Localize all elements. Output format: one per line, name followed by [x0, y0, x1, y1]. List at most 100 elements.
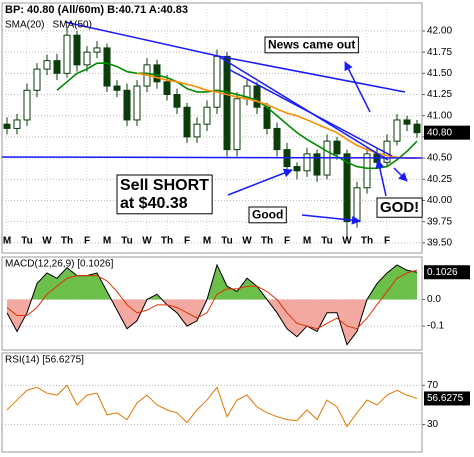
candle-body — [23, 89, 31, 121]
candle-body — [333, 140, 341, 155]
line — [136, 72, 417, 159]
candle-body — [53, 60, 61, 74]
candle-body — [363, 153, 371, 189]
candle-body — [43, 60, 51, 70]
area-negative — [7, 299, 367, 345]
line — [6, 384, 418, 428]
y-tick-label: 41.50 — [427, 68, 452, 79]
panel-title: BP: 40.80 (All/60m) B:40.71 A:40.83 — [5, 4, 188, 16]
last-value-box — [424, 391, 470, 406]
annotation-box — [264, 36, 359, 54]
rsi-panel — [1, 352, 423, 453]
y-tick-label: 39.75 — [427, 216, 452, 227]
legend-entry: SMA(50) — [52, 20, 91, 31]
trend-line — [229, 69, 393, 157]
labels: 39.5039.7540.0040.2540.5040.7541.0041.25… — [3, 4, 470, 430]
candle-body — [203, 106, 211, 125]
last-value-label: 0.1026 — [427, 267, 458, 278]
candle-body — [253, 85, 261, 108]
panel-title: RSI(14) [56.6275] — [5, 355, 84, 366]
candle-body — [273, 127, 281, 151]
candle-body — [413, 123, 421, 134]
x-tick-label: M — [103, 236, 111, 247]
y-tick-label: 41.25 — [427, 89, 452, 100]
candle-body — [123, 89, 131, 121]
y-tick-label: 41.75 — [427, 47, 452, 58]
x-tick-label: F — [184, 236, 190, 247]
arrow — [227, 168, 293, 196]
y-tick-label: 41.00 — [427, 110, 452, 121]
last-value-box — [424, 265, 470, 280]
support-line — [1, 156, 423, 159]
legend-entry: SMA(20) — [5, 20, 44, 31]
x-tick-label: F — [284, 236, 290, 247]
candle-body — [83, 51, 91, 66]
y-tick-label: 40.25 — [427, 174, 452, 185]
last-value-label: 40.80 — [427, 127, 452, 138]
candle-body — [293, 166, 301, 172]
line — [6, 263, 418, 346]
y-tick-label: 70 — [427, 380, 439, 391]
annotation-text: Sell SHORT — [120, 177, 209, 194]
trendlines — [1, 21, 423, 225]
candle-body — [73, 34, 81, 66]
candle-body — [213, 55, 221, 108]
candle-body — [113, 85, 121, 91]
area-positive — [7, 264, 417, 300]
y-tick-label: 30 — [427, 419, 439, 430]
candle-body — [13, 119, 21, 129]
x-tick-label: Th — [61, 236, 73, 247]
annotation-text: Good — [252, 207, 283, 221]
x-tick-label: Th — [261, 236, 273, 247]
x-tick-label: F — [84, 236, 90, 247]
annotation-text: GOD! — [380, 199, 419, 216]
x-tick-label: W — [342, 236, 352, 247]
arrow — [375, 159, 387, 197]
x-tick-label: F — [384, 236, 390, 247]
y-tick-label: 40.00 — [427, 195, 452, 206]
x-tick-label: Tu — [21, 236, 32, 247]
x-tick-label: Tu — [221, 236, 232, 247]
annotation-box — [248, 206, 287, 224]
candle-body — [183, 106, 191, 138]
y-tick-label: -0.1 — [427, 321, 445, 332]
annotation: Good — [248, 206, 287, 224]
x-tick-label: Tu — [321, 236, 332, 247]
y-tick-label: 40.50 — [427, 153, 452, 164]
candle-body — [263, 106, 271, 129]
candle-body — [63, 34, 71, 74]
annotation: News came out — [264, 36, 359, 54]
annotation-box — [116, 174, 213, 215]
candle-body — [223, 55, 231, 151]
last-value-label: 56.6275 — [427, 393, 464, 404]
line — [6, 269, 418, 330]
y-tick-label: 42.00 — [427, 26, 452, 37]
panel-title: MACD(12,26,9) [0.1026] — [5, 259, 114, 270]
candle-body — [133, 85, 141, 121]
candle-body — [173, 94, 181, 108]
candle-body — [393, 119, 401, 142]
x-tick-label: W — [142, 236, 152, 247]
x-tick-label: Th — [361, 236, 373, 247]
candle-body — [33, 68, 41, 91]
arrow — [393, 167, 408, 182]
x-tick-label: M — [3, 236, 11, 247]
candle-body — [303, 153, 311, 172]
x-tick-label: M — [303, 236, 311, 247]
annotation-box — [376, 197, 423, 218]
candle-body — [353, 187, 361, 223]
candle-body — [93, 47, 101, 53]
y-tick-label: 0.0 — [427, 294, 441, 305]
annotation-text: News came out — [268, 37, 355, 51]
candle-body — [233, 98, 241, 151]
line — [56, 62, 418, 170]
arrow — [344, 61, 371, 113]
annotation: GOD! — [376, 197, 423, 218]
candle-body — [3, 123, 11, 129]
arrow — [301, 214, 361, 225]
x-tick-label: W — [42, 236, 52, 247]
candle-body — [153, 64, 161, 83]
y-tick-label: 39.50 — [427, 237, 452, 248]
